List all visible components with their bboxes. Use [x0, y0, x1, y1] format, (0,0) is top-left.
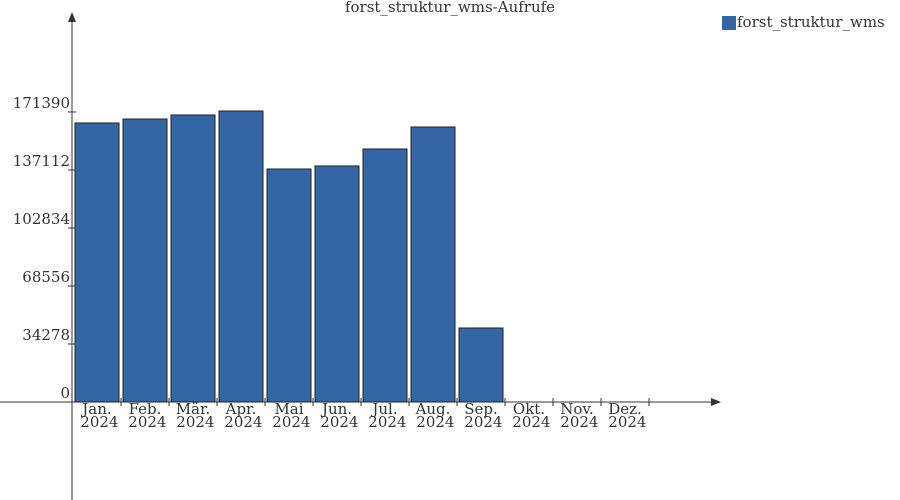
x-tick-label-line: 2024	[412, 413, 455, 431]
x-tick-label-line: 2024	[76, 413, 119, 431]
x-tick-label-line: 2024	[460, 413, 503, 431]
x-axis-arrow	[711, 398, 721, 406]
chart-title: forst_struktur_wms-Aufrufe	[345, 0, 555, 16]
x-tick-label: Nov. 2024	[556, 400, 599, 431]
bar	[362, 148, 408, 403]
x-tick-label: Mär. 2024	[172, 400, 215, 431]
legend-swatch	[722, 16, 736, 30]
x-tick-label-line: 2024	[364, 413, 407, 431]
bar	[410, 126, 456, 403]
y-tick-label: 171390	[13, 94, 70, 112]
x-tick-label: Apr. 2024	[220, 400, 263, 431]
bar	[74, 122, 120, 403]
x-tick-label-line: Mai	[274, 400, 303, 418]
x-tick-label-line: Sep.	[464, 400, 498, 418]
x-tick-label: Jan. 2024	[76, 400, 119, 431]
bar	[266, 168, 312, 403]
x-tick-label-line: 2024	[124, 413, 167, 431]
bar	[122, 118, 168, 403]
x-tick-label-line: Nov.	[560, 400, 594, 418]
x-tick-label-line: 2024	[172, 413, 215, 431]
x-tick-label-line: 2024	[508, 413, 551, 431]
y-tick-label: 34278	[22, 326, 70, 344]
y-axis-arrow	[68, 12, 76, 22]
x-tick-label-line: Apr.	[225, 400, 257, 418]
x-tick-label-line: Dez.	[608, 400, 642, 418]
x-tick-label: Jul. 2024	[364, 400, 407, 431]
x-tick-label: Feb. 2024	[124, 400, 167, 431]
x-tick-label: Aug. 2024	[412, 400, 455, 431]
x-tick-label: Okt. 2024	[508, 400, 551, 431]
bar	[314, 165, 360, 403]
bar	[170, 114, 216, 403]
y-tick-label: 102834	[13, 210, 70, 228]
bar	[458, 327, 504, 403]
x-tick-label-line: Jan.	[80, 400, 111, 418]
x-tick-label: Mai 2024	[268, 400, 311, 431]
x-tick-label-line: 2024	[268, 413, 311, 431]
x-tick-label-line: 2024	[220, 413, 263, 431]
x-tick-label-line: Jun.	[320, 400, 352, 418]
x-tick-label-line: Aug.	[415, 400, 451, 418]
y-tick-label: 68556	[22, 268, 70, 286]
y-tick-label: 137112	[13, 152, 70, 170]
x-tick-label: Sep. 2024	[460, 400, 503, 431]
x-tick-label-line: Okt.	[513, 400, 545, 418]
x-tick-label: Jun. 2024	[316, 400, 359, 431]
bar	[218, 110, 264, 403]
legend-label: forst_struktur_wms	[737, 13, 885, 31]
y-tick-label: 0	[60, 384, 70, 402]
x-tick-label-line: Mär.	[176, 400, 211, 418]
x-tick-label: Dez. 2024	[604, 400, 647, 431]
x-tick-label-line: Feb.	[129, 400, 162, 418]
x-tick-label-line: 2024	[316, 413, 359, 431]
x-tick-label-line: 2024	[556, 413, 599, 431]
x-tick-label-line: Jul.	[370, 400, 397, 418]
x-tick-label-line: 2024	[604, 413, 647, 431]
